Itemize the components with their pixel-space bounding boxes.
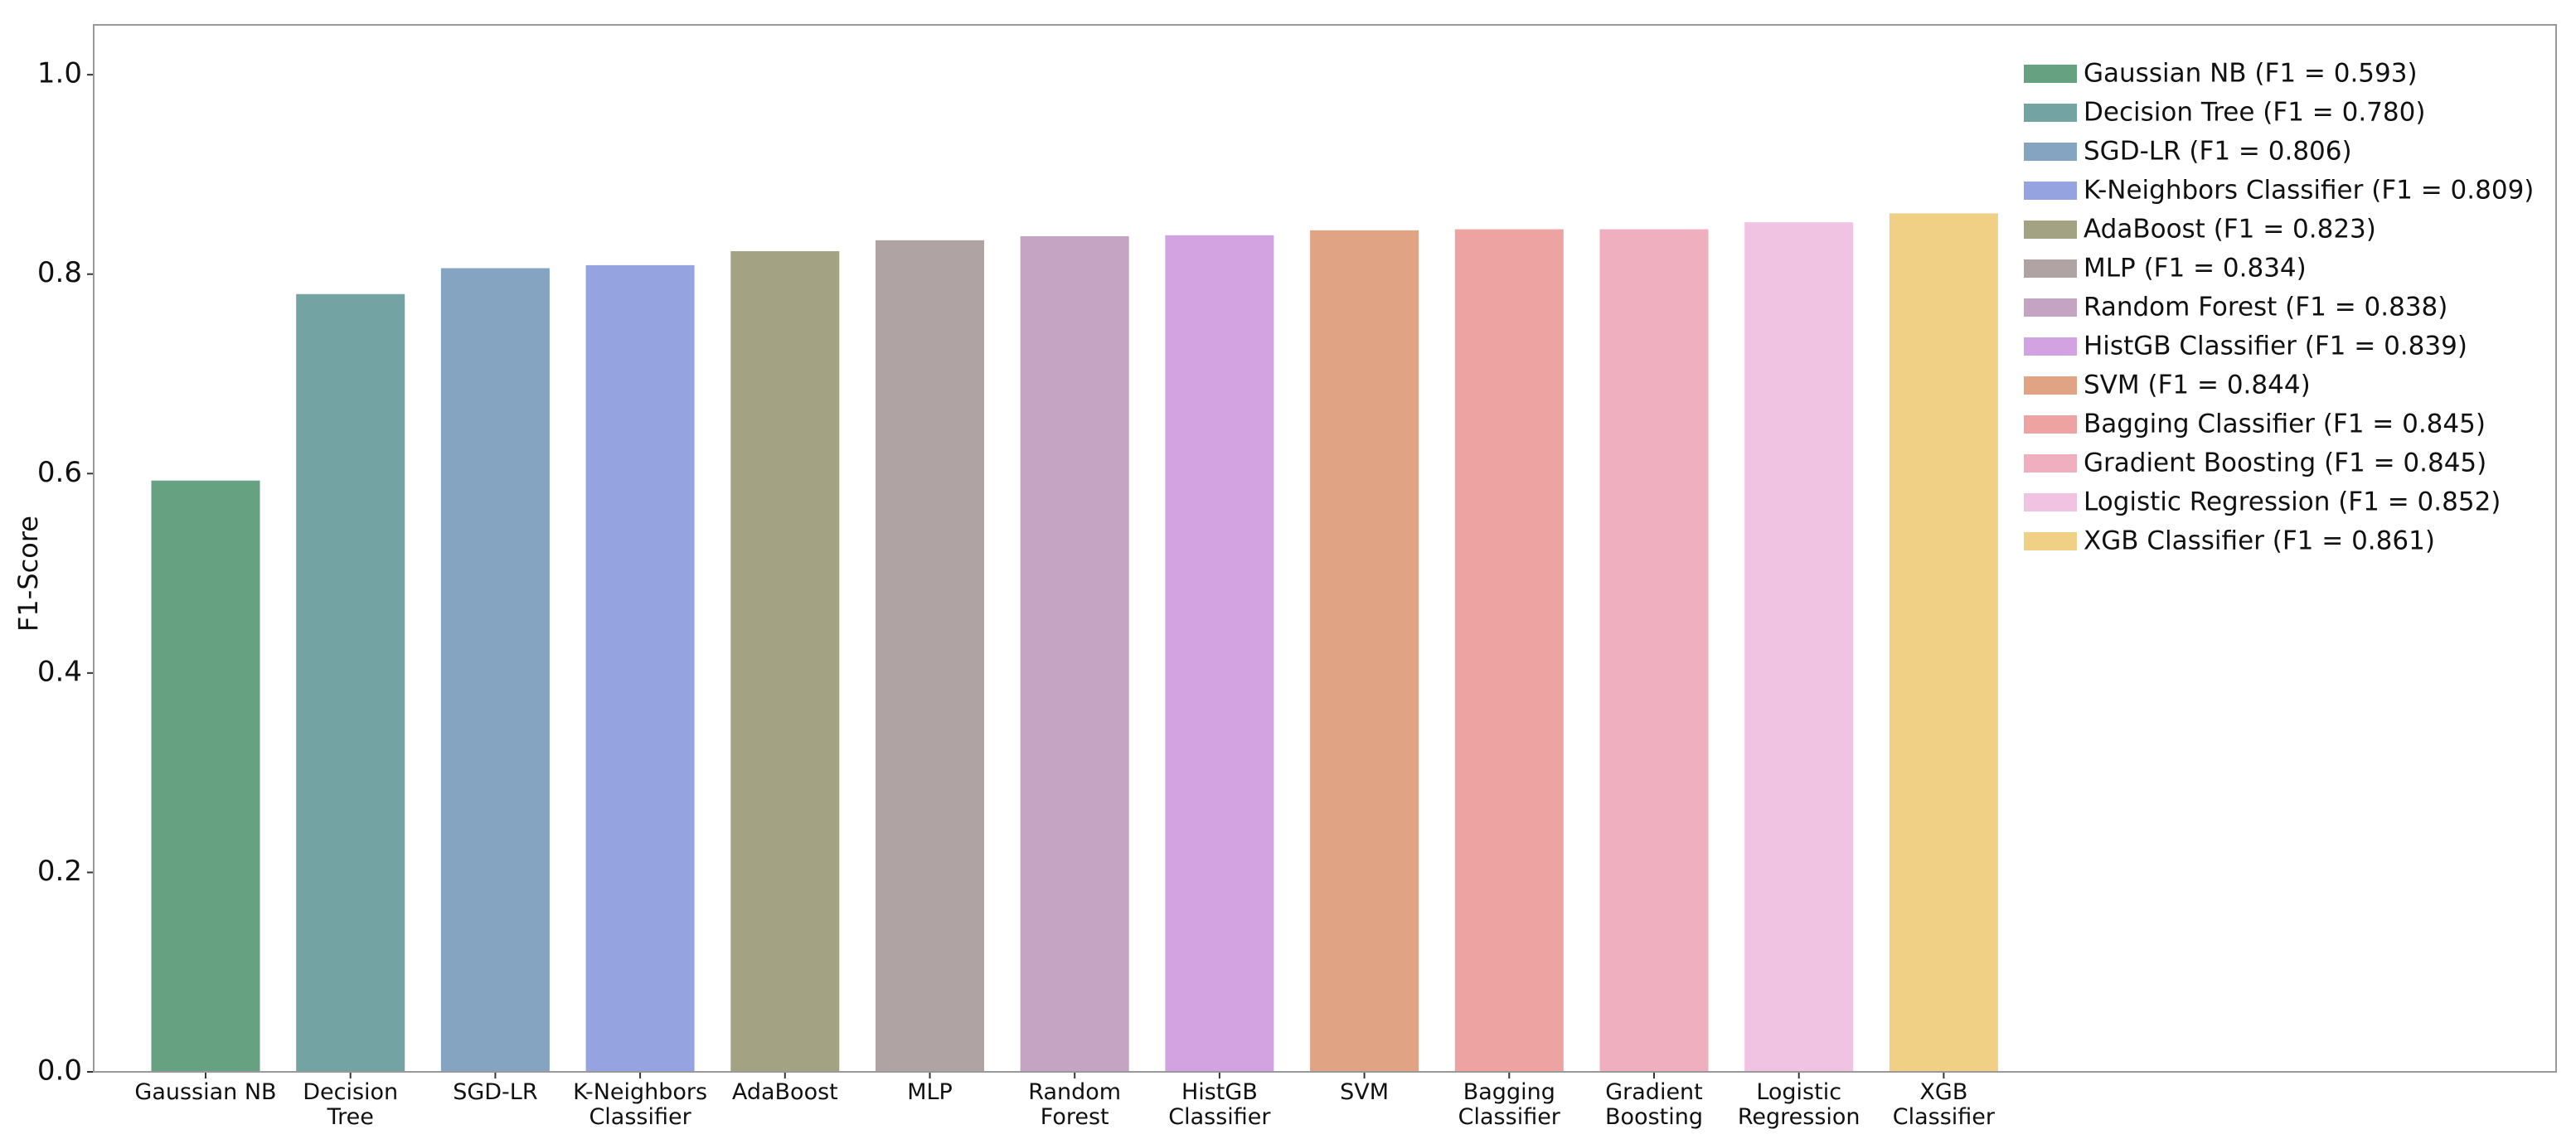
legend-label: Random Forest (F1 = 0.838) xyxy=(2084,293,2447,322)
y-tick-label: 0.2 xyxy=(37,855,82,888)
legend-swatch xyxy=(2024,532,2077,550)
x-tick-label: Gaussian NB xyxy=(134,1079,277,1105)
legend-swatch xyxy=(2024,298,2077,317)
legend-label: Bagging Classifier (F1 = 0.845) xyxy=(2084,410,2486,439)
bar xyxy=(1165,235,1274,1072)
y-tick-label: 0.4 xyxy=(37,655,82,688)
legend-label: MLP (F1 = 0.834) xyxy=(2084,254,2307,284)
legend-label: Logistic Regression (F1 = 0.852) xyxy=(2084,487,2501,517)
x-tick-label: Gradient Boosting xyxy=(1605,1079,1703,1130)
x-tick-label: AdaBoost xyxy=(731,1079,838,1105)
x-tick-label: MLP xyxy=(907,1079,953,1105)
legend-label: Gradient Boosting (F1 = 0.845) xyxy=(2084,448,2486,478)
bar xyxy=(1310,230,1419,1072)
legend-swatch xyxy=(2024,415,2077,434)
legend-swatch xyxy=(2024,454,2077,473)
bar xyxy=(876,240,984,1072)
x-tick-label: SGD-LR xyxy=(453,1079,538,1105)
legend-label: XGB Classifier (F1 = 0.861) xyxy=(2084,526,2435,556)
bar xyxy=(1889,213,1998,1073)
y-tick-label: 0.0 xyxy=(37,1054,82,1088)
bar xyxy=(1599,229,1709,1073)
bar xyxy=(1454,229,1564,1073)
y-tick-label: 0.8 xyxy=(37,256,82,289)
x-tick-label: Logistic Regression xyxy=(1737,1079,1860,1130)
legend-swatch xyxy=(2024,493,2077,511)
bar xyxy=(585,264,695,1073)
legend-swatch xyxy=(2024,65,2077,83)
x-tick-label: Random Forest xyxy=(1028,1079,1122,1130)
x-tick-label: Bagging Classifier xyxy=(1458,1079,1560,1130)
x-tick-label: SVM xyxy=(1340,1079,1390,1105)
bar xyxy=(730,251,840,1072)
y-tick-label: 0.6 xyxy=(37,456,82,489)
x-tick-label: HistGB Classifier xyxy=(1168,1079,1271,1130)
legend-label: HistGB Classifier (F1 = 0.839) xyxy=(2084,332,2467,361)
bar xyxy=(1744,222,1854,1072)
plot-frame xyxy=(93,24,2557,1073)
x-tick-label: Decision Tree xyxy=(303,1079,399,1130)
legend-swatch xyxy=(2024,182,2077,200)
y-axis-label: F1-Score xyxy=(12,516,44,632)
legend-label: AdaBoost (F1 = 0.823) xyxy=(2084,215,2376,245)
x-tick-label: XGB Classifier xyxy=(1892,1079,1996,1130)
legend-swatch xyxy=(2024,337,2077,356)
legend-swatch xyxy=(2024,376,2077,395)
legend-label: SVM (F1 = 0.844) xyxy=(2084,371,2311,400)
legend-swatch xyxy=(2024,259,2077,278)
bar xyxy=(1020,236,1129,1072)
y-tick-label: 1.0 xyxy=(37,57,82,90)
legend-label: K-Neighbors Classifier (F1 = 0.809) xyxy=(2084,176,2534,206)
legend-swatch xyxy=(2024,143,2077,161)
legend-label: Gaussian NB (F1 = 0.593) xyxy=(2084,59,2418,89)
legend-swatch xyxy=(2024,221,2077,239)
bar xyxy=(296,293,405,1072)
bar xyxy=(151,480,260,1072)
legend-label: Decision Tree (F1 = 0.780) xyxy=(2084,98,2425,128)
legend-label: SGD-LR (F1 = 0.806) xyxy=(2084,137,2352,167)
legend-swatch xyxy=(2024,104,2077,122)
x-tick-label: K-Neighbors Classifier xyxy=(573,1079,708,1130)
bar xyxy=(440,268,550,1072)
